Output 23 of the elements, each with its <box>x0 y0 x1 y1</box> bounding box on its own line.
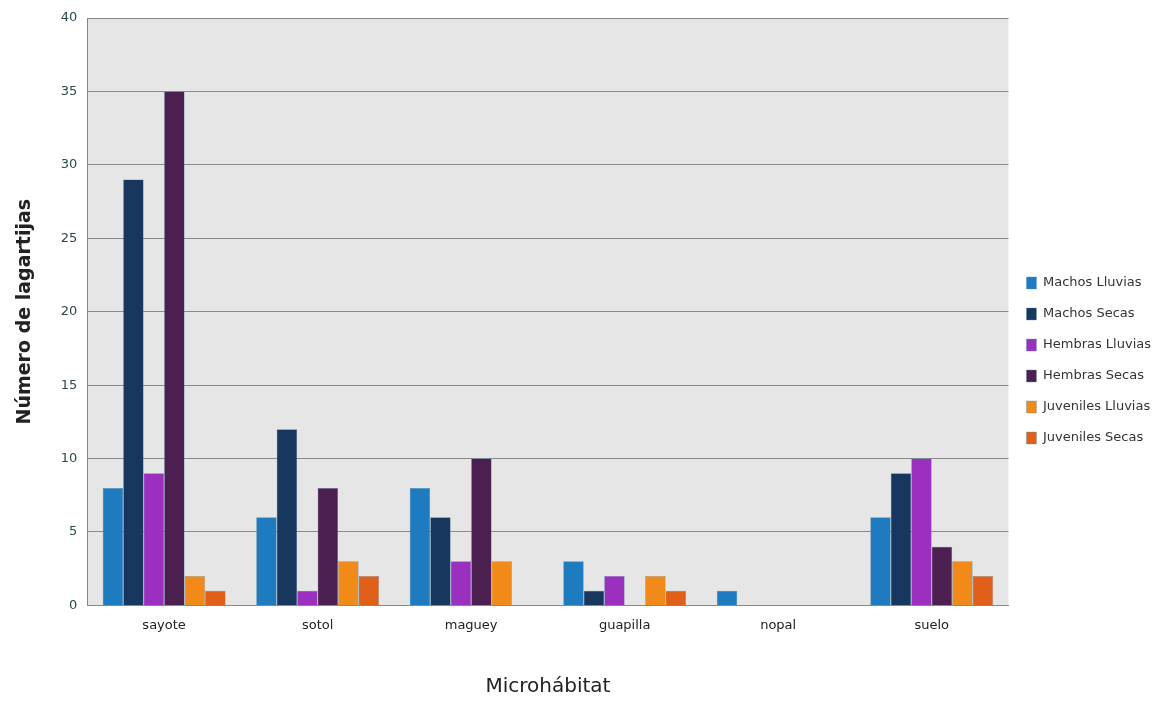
y-tick-label: 30 <box>60 156 78 172</box>
y-tick-label: 10 <box>60 449 78 465</box>
x-tick-label: maguey <box>444 616 498 632</box>
y-tick-label: 0 <box>69 596 78 612</box>
x-tick-label: guapilla <box>598 616 651 632</box>
legend-label: Hembras Secas <box>1042 367 1145 383</box>
y-tick-label: 20 <box>60 303 78 319</box>
y-tick-label: 5 <box>69 523 78 539</box>
legend-label: Hembras Lluvias <box>1042 336 1152 352</box>
legend-label: Machos Lluvias <box>1042 274 1142 290</box>
x-tick-label: nopal <box>760 616 797 632</box>
x-axis-title: Microhábitat <box>485 673 611 698</box>
legend-label: Juveniles Secas <box>1041 429 1144 445</box>
y-axis-title: Número de lagartijas <box>12 198 35 425</box>
y-tick-label: 35 <box>60 82 78 98</box>
legend-label: Machos Secas <box>1042 305 1135 321</box>
x-tick-label: sayote <box>142 616 186 632</box>
y-tick-label: 25 <box>60 229 78 245</box>
x-tick-label: sotol <box>301 616 334 632</box>
x-tick-label: suelo <box>914 616 950 632</box>
legend-label: Juveniles Lluvias <box>1041 398 1151 414</box>
y-tick-label: 40 <box>60 9 78 25</box>
y-tick-label: 15 <box>60 376 78 392</box>
